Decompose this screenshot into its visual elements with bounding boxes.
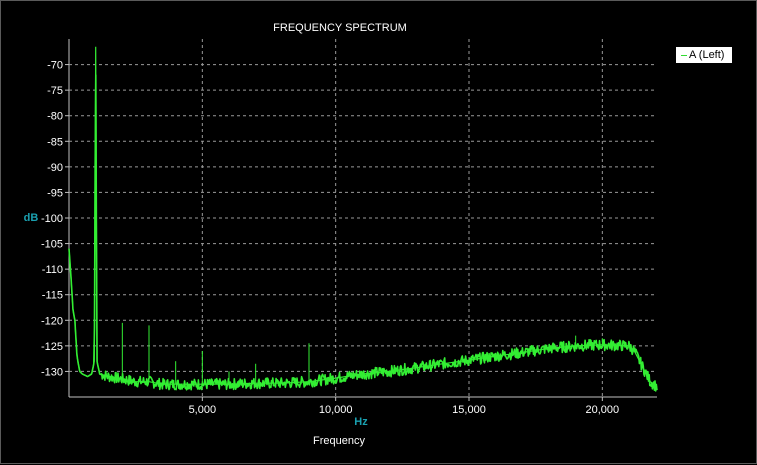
y-tick-label: -90 [47,162,63,174]
x-axis-label: Frequency [313,435,365,447]
legend-label: A (Left) [689,49,725,61]
series-layer [68,46,658,392]
y-tick-label: -120 [41,315,63,327]
x-axis-ticks: 5,000 10,000 15,000 20,000 [189,397,620,416]
legend-swatch [681,54,687,56]
x-tick-label: 5,000 [189,404,217,416]
y-tick-label: -130 [41,366,63,378]
x-tick-label: 10,000 [319,404,353,416]
y-tick-label: -70 [47,60,63,72]
x-tick-label: 15,000 [452,404,486,416]
series-trace-a-left [68,46,658,388]
y-tick-label: -105 [41,239,63,251]
series-line-a-left [68,74,658,392]
x-tick-label: 20,000 [586,404,620,416]
y-axis-label: dB [24,212,39,224]
grid [68,39,657,398]
y-tick-label: -125 [41,341,63,353]
y-tick-label: -100 [41,213,63,225]
y-tick-label: -80 [47,111,63,123]
y-tick-label: -95 [47,187,63,199]
y-tick-label: -75 [47,85,63,97]
y-axis-ticks: -70 -75 -80 -85 -90 -95 -100 -105 -110 -115 -120 -1… [41,60,69,378]
x-axis-unit: Hz [354,416,368,428]
y-tick-label: -110 [42,264,63,276]
y-tick-label: -85 [47,136,63,148]
legend[interactable]: A (Left) [675,46,733,64]
y-tick-label: -115 [42,290,63,302]
chart-title: FREQUENCY SPECTRUM [273,22,407,34]
